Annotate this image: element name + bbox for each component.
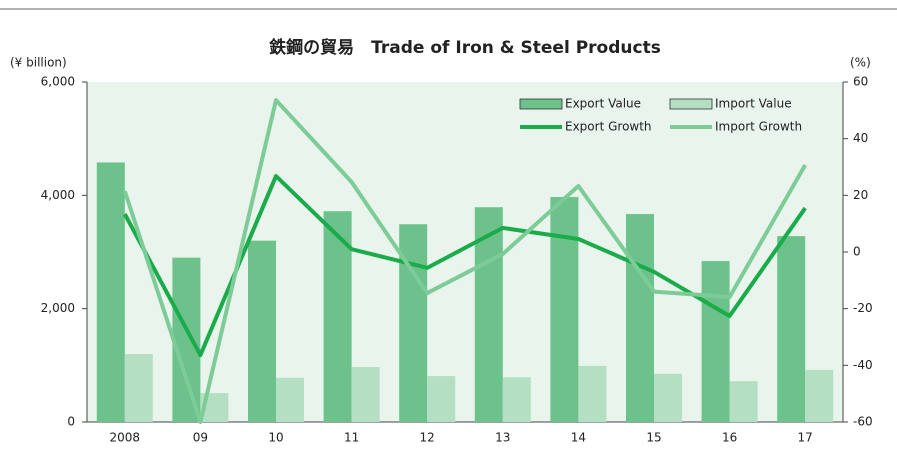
legend-label: Export Value [565, 97, 641, 111]
y-axis-label: (¥ billion) [10, 56, 67, 70]
line [122, 98, 807, 424]
bar [550, 197, 579, 422]
y2-tick-label: 20 [853, 188, 868, 202]
x-tick-label: 13 [495, 431, 510, 445]
bar [805, 369, 834, 422]
chart-title: 鉄鋼の貿易 Trade of Iron & Steel Products [269, 37, 661, 58]
bar [729, 381, 758, 422]
legend-swatch [519, 98, 563, 110]
y2-tick-label: -40 [853, 358, 873, 372]
y2-tick-label: 40 [853, 131, 868, 145]
x-tick-label: 11 [344, 431, 359, 445]
legend-swatch [669, 98, 713, 110]
bar [626, 214, 654, 422]
x-tick-label: 17 [798, 431, 813, 445]
y2-tick-label: -20 [853, 301, 873, 315]
bar [96, 162, 125, 422]
x-tick-label: 15 [646, 431, 661, 445]
y-tick-label: 6,000 [41, 75, 75, 89]
bar [502, 377, 531, 422]
x-tick-label: 16 [722, 431, 737, 445]
y-tick-label: 2,000 [41, 301, 75, 315]
x-tick-label: 09 [193, 431, 208, 445]
bar [248, 240, 276, 422]
y-tick-label: 4,000 [41, 188, 75, 202]
y2-tick-label: 0 [853, 245, 861, 259]
y-tick-label: 0 [67, 415, 75, 429]
bar [578, 365, 607, 422]
bar [124, 354, 153, 422]
bar [427, 376, 456, 422]
bar [701, 261, 730, 422]
bar [172, 257, 201, 422]
legend-label: Import Value [715, 97, 792, 111]
x-tick-label: 10 [268, 431, 283, 445]
legend-label: Import Growth [715, 120, 802, 134]
bar [654, 373, 682, 422]
x-tick-label: 2008 [110, 431, 141, 445]
bar [276, 377, 304, 422]
bar [474, 207, 503, 422]
bar [777, 236, 806, 422]
y2-tick-label: 60 [853, 75, 868, 89]
bar [351, 367, 380, 422]
bar [399, 224, 428, 422]
x-tick-label: 14 [571, 431, 586, 445]
x-tick-label: 12 [420, 431, 435, 445]
y2-tick-label: -60 [853, 415, 873, 429]
y2-axis-label: (%) [850, 56, 871, 70]
legend-label: Export Growth [565, 120, 652, 134]
